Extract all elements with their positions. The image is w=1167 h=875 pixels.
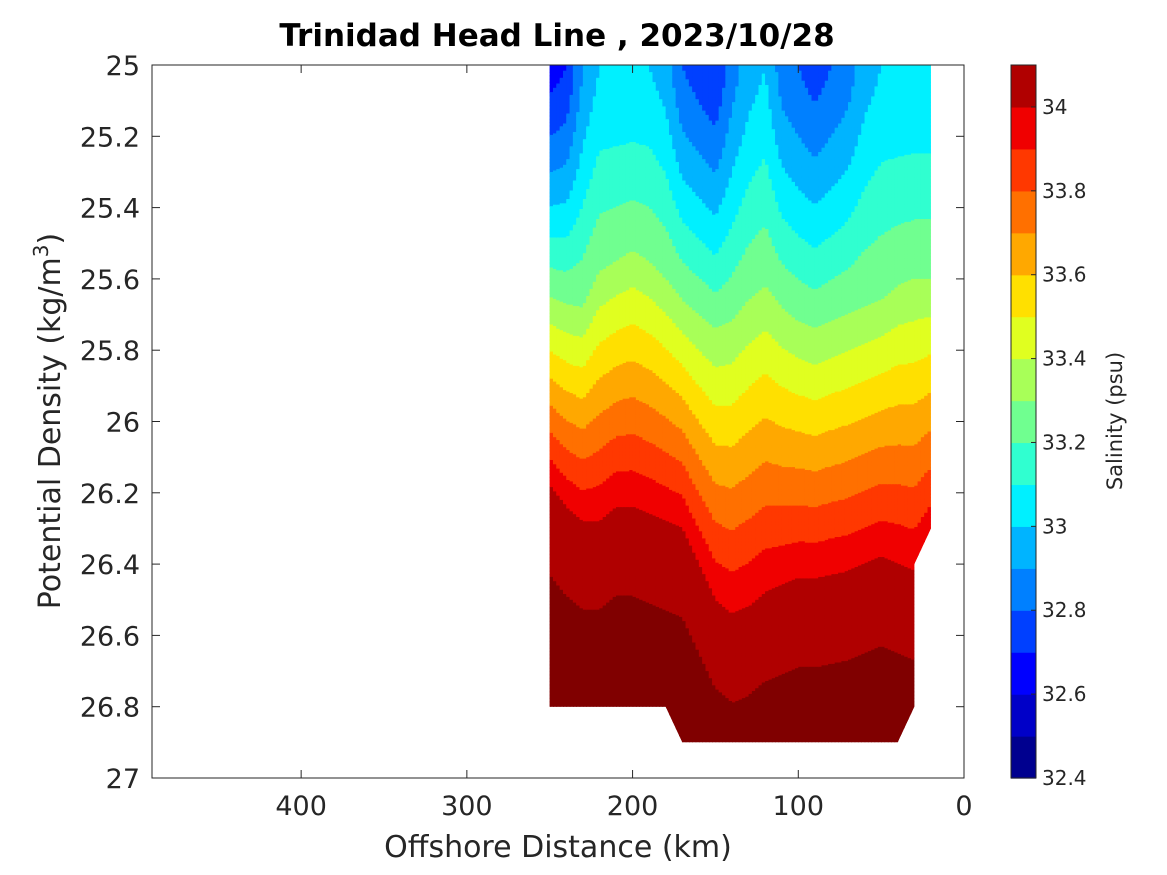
plot-area: 400 300 200 100 0 2525.225.425.625.82626.226…	[80, 51, 973, 822]
chart-title: Trinidad Head Line , 2023/10/28	[279, 18, 834, 54]
salinity-contour-fills	[546, 65, 935, 750]
